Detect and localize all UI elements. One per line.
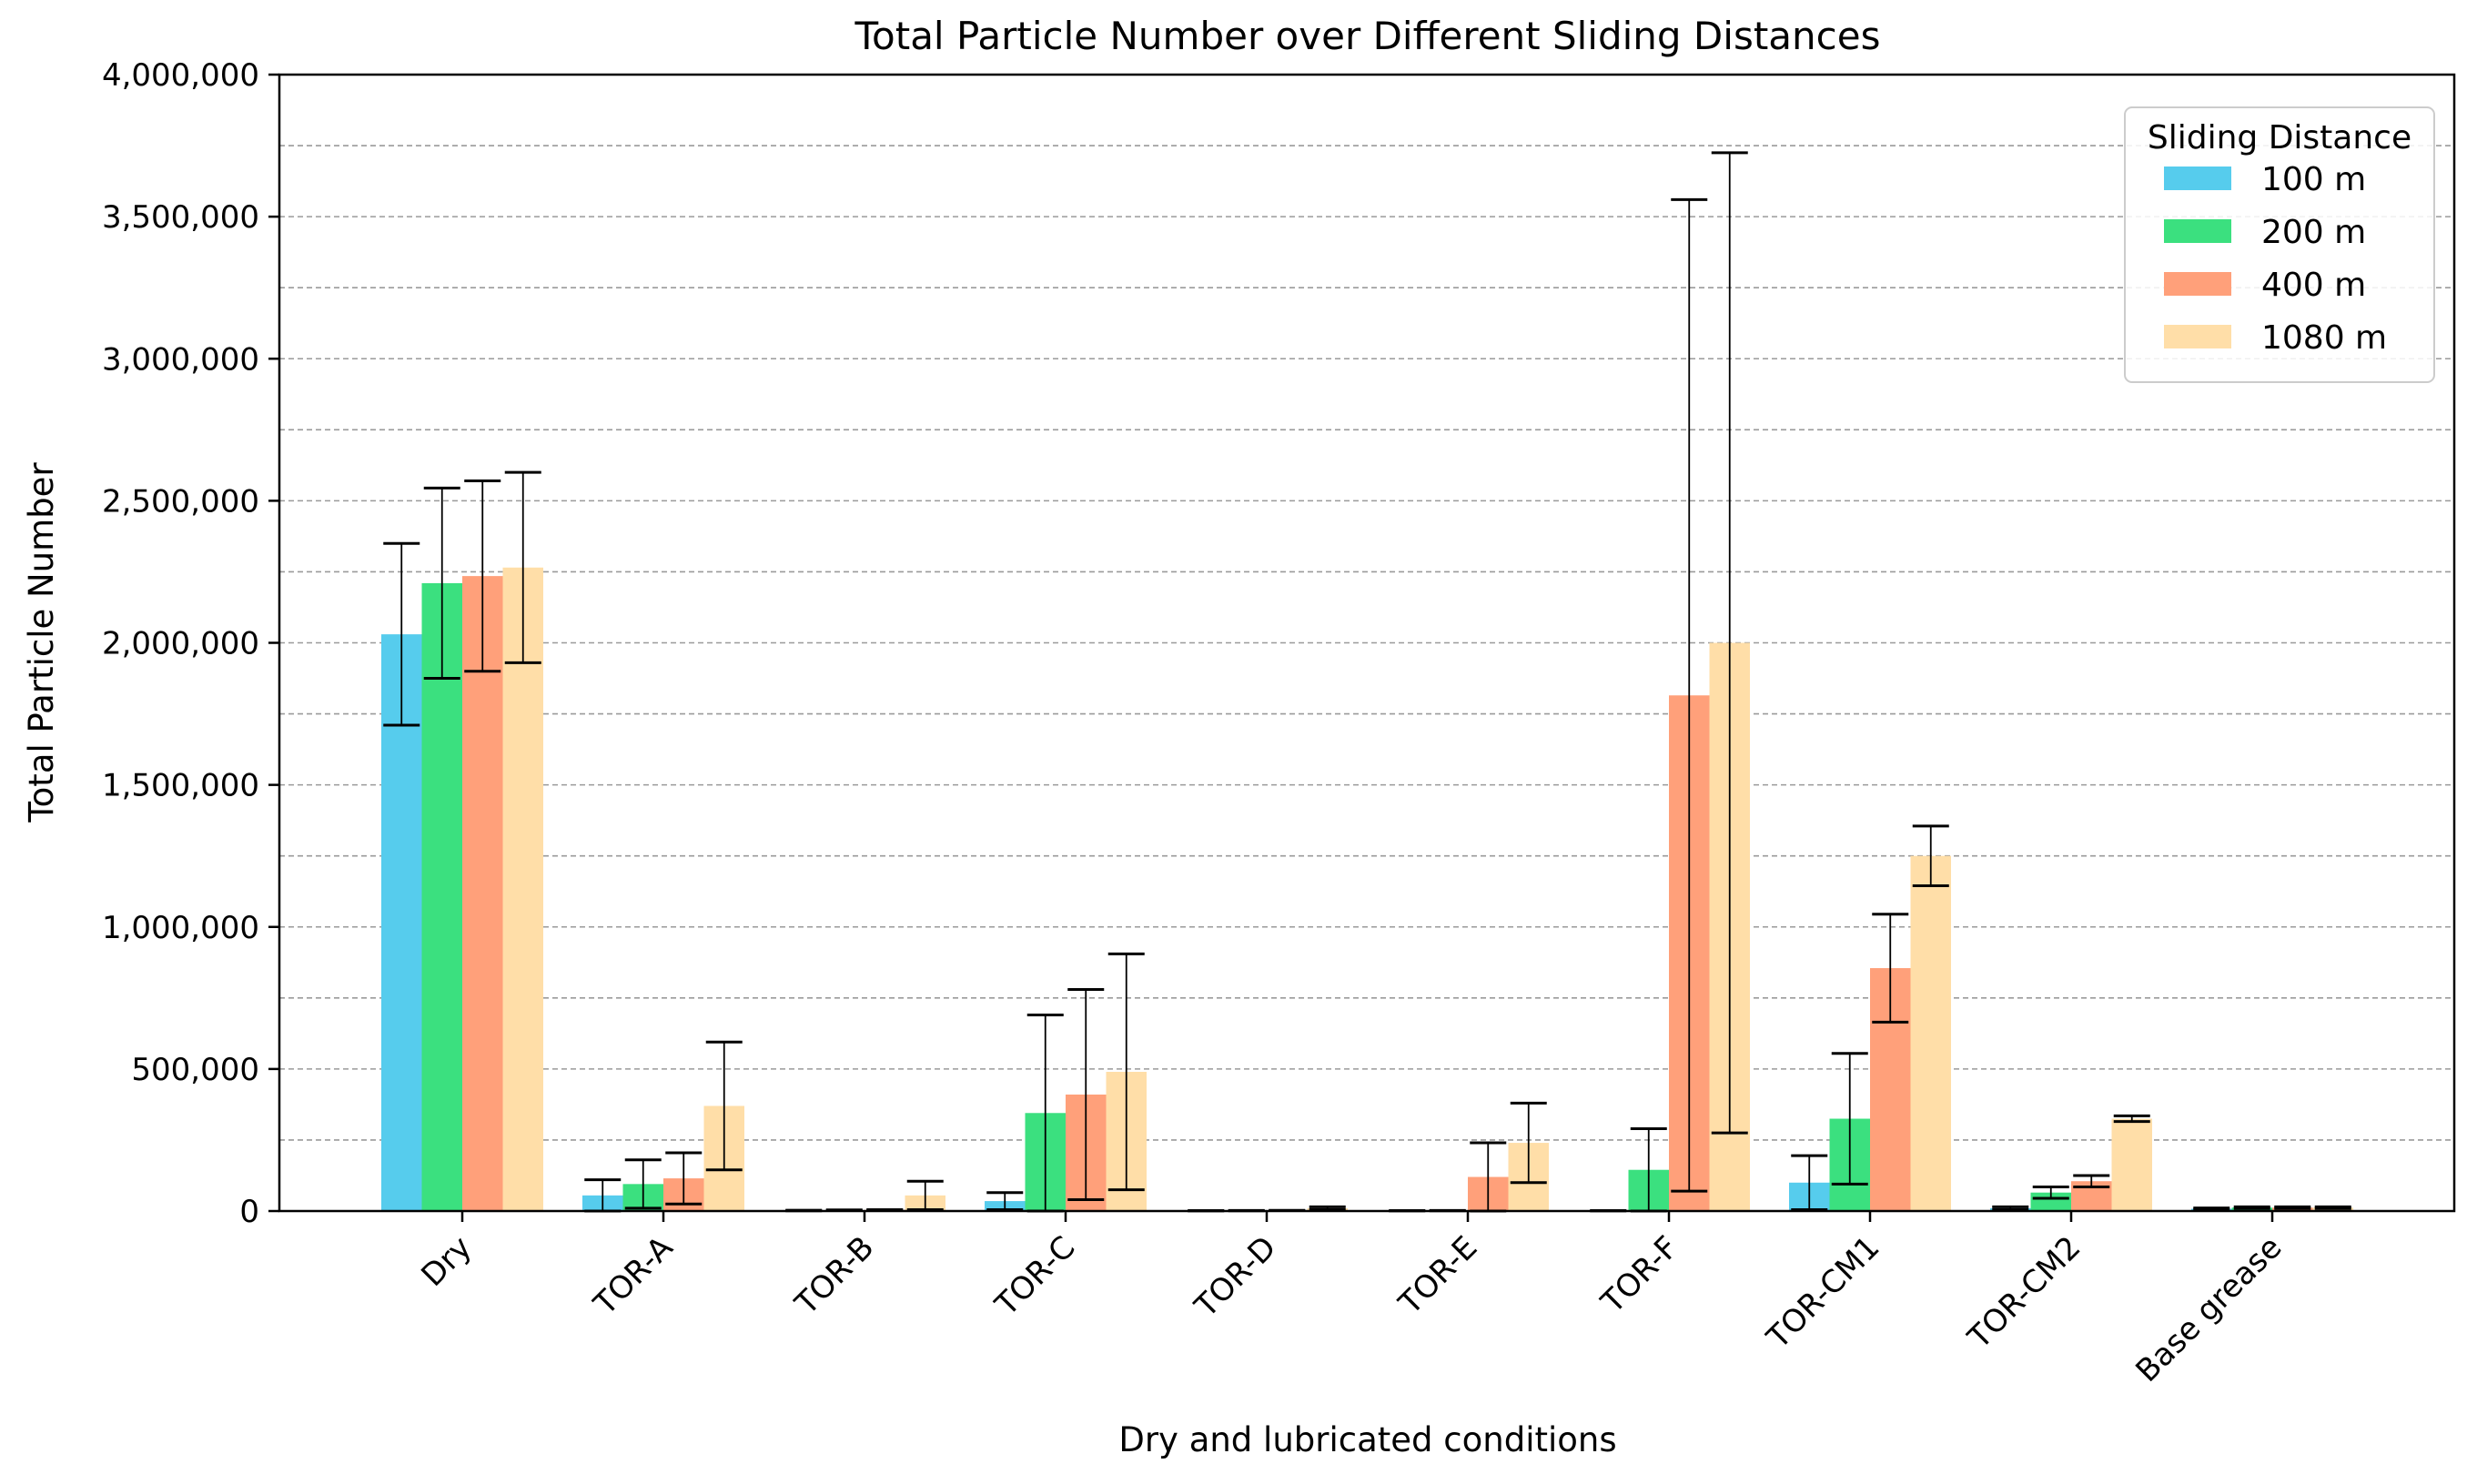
y-tick-label: 1,000,000 (102, 910, 259, 946)
x-tick-label: TOR-CM2 (1961, 1229, 2088, 1357)
y-tick-label: 0 (239, 1194, 259, 1230)
x-tick-label: TOR-C (988, 1229, 1083, 1324)
legend-swatch (2164, 325, 2231, 348)
y-tick-label: 2,000,000 (102, 626, 259, 662)
legend-title: Sliding Distance (2148, 119, 2411, 156)
x-tick-label: TOR-F (1594, 1229, 1686, 1321)
legend-swatch (2164, 167, 2231, 190)
x-axis: Dry TOR-A TOR-B TOR-C TOR-D TOR-E TOR-F TOR-CM1… (414, 1211, 2289, 1389)
y-tick-label: 2,500,000 (102, 483, 259, 520)
bar (462, 576, 503, 1211)
legend-label: 200 m (2261, 214, 2366, 251)
x-tick-label: Base grease (2128, 1229, 2289, 1389)
legend-entries: 100 m 200 m 400 m 1080 m (2164, 161, 2387, 357)
bar (1910, 855, 1951, 1211)
y-axis-title: Total Particle Number (22, 462, 61, 823)
legend: Sliding Distance 100 m 200 m 400 m 1080 m (2124, 106, 2435, 383)
bar (421, 582, 462, 1211)
bars (381, 567, 2353, 1211)
x-tick-label: TOR-B (788, 1229, 882, 1323)
legend-swatch (2164, 272, 2231, 296)
y-tick-label: 3,000,000 (102, 341, 259, 378)
y-tick-label: 3,500,000 (102, 199, 259, 236)
x-tick-label: Dry (414, 1229, 479, 1294)
chart-title: Total Particle Number over Different Sli… (854, 14, 1881, 58)
y-tick-label: 500,000 (131, 1052, 259, 1088)
bar (502, 567, 543, 1211)
legend-label: 100 m (2261, 161, 2366, 198)
legend-label: 1080 m (2261, 319, 2387, 357)
x-tick-label: TOR-D (1188, 1229, 1284, 1326)
bar (381, 634, 422, 1211)
bar (2111, 1118, 2152, 1211)
error-bars (383, 151, 2351, 1213)
x-tick-label: TOR-A (586, 1229, 680, 1323)
legend-swatch (2164, 219, 2231, 243)
y-tick-label: 4,000,000 (102, 57, 259, 94)
x-tick-label: TOR-E (1391, 1229, 1484, 1322)
y-tick-label: 1,500,000 (102, 768, 259, 804)
x-tick-label: TOR-CM1 (1760, 1229, 1887, 1357)
x-axis-title: Dry and lubricated conditions (1118, 1420, 1616, 1459)
y-axis: 0 500,000 1,000,000 1,500,000 2,000,000 2,500… (102, 57, 279, 1230)
gridlines (279, 145, 2454, 1141)
legend-label: 400 m (2261, 267, 2366, 304)
